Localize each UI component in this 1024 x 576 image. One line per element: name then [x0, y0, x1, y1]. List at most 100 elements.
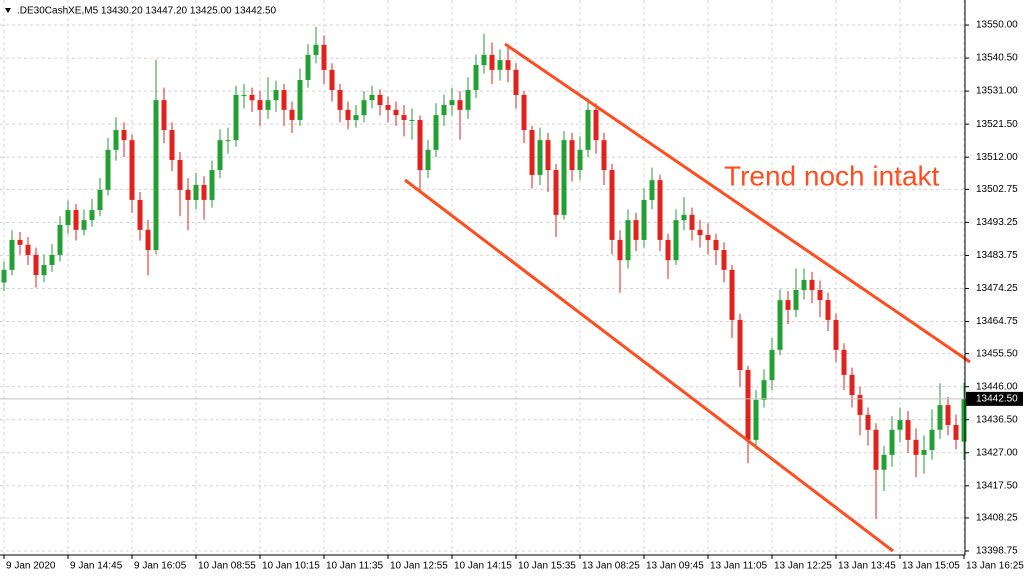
- candle-body: [729, 269, 735, 320]
- y-tick-label: 13550.00: [976, 20, 1018, 31]
- candle-body: [641, 199, 647, 240]
- candle-body: [929, 429, 935, 450]
- y-tick-label: 13474.25: [976, 283, 1018, 294]
- x-tick-label: 13 Jan 13:45: [838, 561, 896, 572]
- candle-body: [457, 100, 463, 110]
- candle-body: [65, 210, 71, 225]
- candle-body: [329, 69, 335, 91]
- candle-body: [121, 130, 127, 141]
- candle-body: [489, 54, 495, 70]
- candle-body: [673, 220, 679, 261]
- candle-body: [529, 130, 535, 175]
- axis-labels: 13550.00 13540.50 13531.00 13521.50 13512.00…: [3, 20, 1024, 572]
- candle-body: [593, 109, 599, 141]
- candle-body: [321, 44, 327, 70]
- candle-body: [569, 140, 575, 171]
- candle-body: [185, 189, 191, 200]
- candle-body: [473, 65, 479, 91]
- candle-body: [833, 319, 839, 350]
- candle-body: [513, 69, 519, 95]
- candle-body: [601, 140, 607, 171]
- candle-body: [369, 94, 375, 101]
- candle-body: [33, 254, 39, 276]
- x-tick-label: 10 Jan 08:55: [198, 561, 256, 572]
- candle-body: [209, 170, 215, 200]
- y-tick-label: 13540.50: [976, 53, 1018, 64]
- candle-body: [769, 349, 775, 381]
- candle-body: [961, 398, 967, 442]
- y-tick-label: 13521.50: [976, 119, 1018, 130]
- x-tick-label: 13 Jan 09:45: [646, 561, 704, 572]
- candle-body: [137, 199, 143, 230]
- candle-body: [49, 254, 55, 265]
- candle-body: [801, 279, 807, 291]
- candle-body: [609, 170, 615, 240]
- candle-body: [241, 94, 247, 96]
- x-tick-label: 10 Jan 12:55: [390, 561, 448, 572]
- candle-body: [617, 239, 623, 261]
- x-tick-label: 13 Jan 11:05: [710, 561, 768, 572]
- candle-body: [409, 119, 415, 121]
- x-tick-label: 10 Jan 14:15: [454, 561, 512, 572]
- candle-body: [225, 140, 231, 142]
- candle-body: [545, 140, 551, 171]
- candle-body: [793, 290, 799, 310]
- candle-body: [89, 210, 95, 221]
- candle-body: [865, 414, 871, 430]
- y-tick-label: 13436.50: [976, 414, 1018, 425]
- candle-body: [873, 429, 879, 470]
- candle-body: [57, 224, 63, 255]
- candle-body: [753, 399, 759, 440]
- y-tick-label: 13502.75: [976, 184, 1018, 195]
- candle-body: [25, 244, 31, 255]
- candle-body: [713, 239, 719, 251]
- candle-body: [657, 180, 663, 240]
- candle-body: [745, 370, 751, 440]
- y-tick-label: 13417.50: [976, 480, 1018, 491]
- y-tick-label: 13408.25: [976, 513, 1018, 524]
- candle-body: [953, 424, 959, 440]
- candle-body: [417, 119, 423, 171]
- candles: [0, 26, 967, 519]
- x-tick-label: 9 Jan 16:05: [134, 561, 187, 572]
- candle-body: [73, 210, 79, 230]
- y-tick-label: 13464.75: [976, 316, 1018, 327]
- candle-body: [217, 140, 223, 171]
- candle-body: [193, 185, 199, 200]
- candle-body: [385, 105, 391, 110]
- candle-body: [705, 235, 711, 240]
- x-tick-label: 13 Jan 12:25: [774, 561, 832, 572]
- x-tick-label: 9 Jan 2020: [6, 561, 56, 572]
- candle-body: [625, 220, 631, 261]
- candle-body: [921, 449, 927, 455]
- annotation: Trend noch intakt: [724, 160, 940, 191]
- candle-body: [897, 420, 903, 430]
- candle-body: [817, 290, 823, 301]
- candle-body: [577, 149, 583, 171]
- x-tick-label: 13 Jan 15:05: [902, 561, 960, 572]
- candle-body: [129, 140, 135, 200]
- x-tick-label: 9 Jan 14:45: [70, 561, 123, 572]
- y-tick-label: 13483.75: [976, 250, 1018, 261]
- candle-body: [153, 100, 159, 251]
- x-tick-label: 13 Jan 16:25: [966, 561, 1024, 572]
- candle-body: [433, 115, 439, 150]
- menu-arrow[interactable]: [5, 8, 11, 13]
- candle-body: [665, 239, 671, 261]
- trend-line-lower: [404, 178, 894, 553]
- y-tick-label: 13512.00: [976, 152, 1018, 163]
- candle-body: [809, 279, 815, 291]
- x-tick-label: 13 Jan 08:25: [582, 561, 640, 572]
- candle-body: [81, 220, 87, 230]
- candle-body: [849, 374, 855, 396]
- candle-body: [41, 264, 47, 276]
- candle-body: [177, 159, 183, 190]
- candle-body: [841, 349, 847, 375]
- trend-line-upper: [504, 42, 971, 364]
- y-tick-label: 13531.00: [976, 86, 1018, 97]
- candle-body: [161, 100, 167, 131]
- candle-body: [441, 105, 447, 116]
- candle-body: [785, 300, 791, 310]
